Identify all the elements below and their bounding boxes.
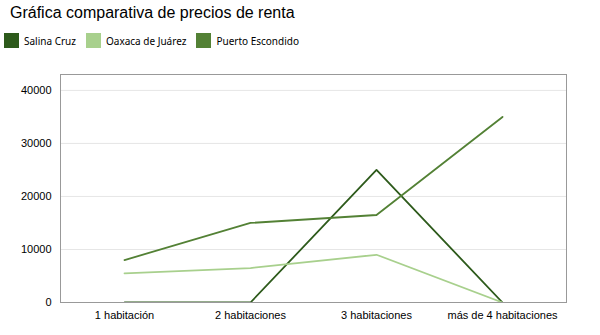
svg-text:30000: 30000 bbox=[21, 137, 52, 149]
svg-text:más de 4 habitaciones: más de 4 habitaciones bbox=[447, 309, 558, 321]
svg-text:10000: 10000 bbox=[21, 243, 52, 255]
svg-text:20000: 20000 bbox=[21, 190, 52, 202]
svg-text:40000: 40000 bbox=[21, 84, 52, 96]
html-text:Oaxaca de Juárez: Oaxaca de Juárez bbox=[106, 33, 187, 48]
svg-text:0: 0 bbox=[45, 296, 51, 308]
svg-text:3 habitaciones: 3 habitaciones bbox=[341, 309, 412, 321]
html-text:Puerto Escondido: Puerto Escondido bbox=[216, 33, 299, 48]
svg-text:1 habitación: 1 habitación bbox=[95, 309, 154, 321]
html-text:Salina Cruz: Salina Cruz bbox=[24, 33, 76, 48]
svg-text:2 habitaciones: 2 habitaciones bbox=[215, 309, 286, 321]
html-text:Gráfica comparativa de precios: Gráfica comparativa de precios de renta bbox=[10, 4, 295, 21]
